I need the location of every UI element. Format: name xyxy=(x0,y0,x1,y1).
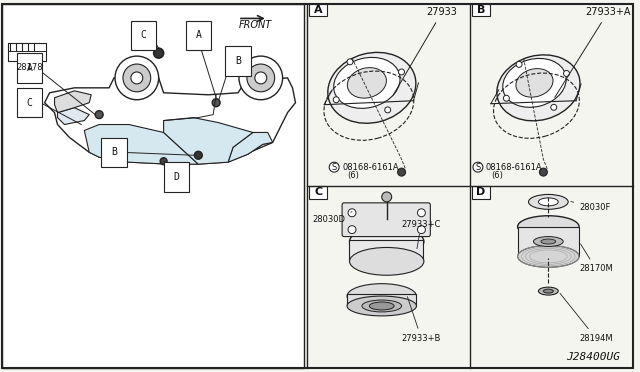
Text: 08168-6161A: 08168-6161A xyxy=(486,163,543,171)
Text: 27933+B: 27933+B xyxy=(401,297,441,343)
Circle shape xyxy=(348,209,356,217)
Ellipse shape xyxy=(497,55,580,121)
Polygon shape xyxy=(164,118,253,164)
Ellipse shape xyxy=(347,284,417,308)
Text: D: D xyxy=(173,172,179,182)
Circle shape xyxy=(417,226,426,234)
Ellipse shape xyxy=(516,68,553,97)
Circle shape xyxy=(212,99,220,107)
Text: 27933+C: 27933+C xyxy=(401,219,441,249)
Bar xyxy=(349,240,424,262)
Bar xyxy=(472,4,490,16)
Text: B: B xyxy=(235,56,241,66)
Bar xyxy=(518,227,579,256)
Circle shape xyxy=(348,226,356,234)
Ellipse shape xyxy=(518,216,579,238)
Circle shape xyxy=(195,151,202,159)
Text: A: A xyxy=(314,4,323,15)
Circle shape xyxy=(504,95,509,101)
Circle shape xyxy=(540,168,547,176)
Circle shape xyxy=(563,70,570,76)
Bar xyxy=(472,186,490,199)
Text: S: S xyxy=(476,163,481,171)
Text: (6): (6) xyxy=(491,171,502,180)
Ellipse shape xyxy=(348,68,387,98)
Circle shape xyxy=(551,104,557,110)
Circle shape xyxy=(115,56,159,100)
Ellipse shape xyxy=(503,58,566,108)
Ellipse shape xyxy=(369,302,394,310)
Ellipse shape xyxy=(362,300,401,312)
Circle shape xyxy=(347,59,353,65)
Ellipse shape xyxy=(333,57,400,108)
Text: D: D xyxy=(476,187,486,197)
Text: C: C xyxy=(27,98,33,108)
Circle shape xyxy=(417,209,426,217)
Ellipse shape xyxy=(541,239,556,244)
Text: 28194M: 28194M xyxy=(560,293,612,343)
Text: 28170M: 28170M xyxy=(579,244,613,273)
Bar xyxy=(8,43,45,61)
Ellipse shape xyxy=(529,195,568,209)
Circle shape xyxy=(381,192,392,202)
Ellipse shape xyxy=(538,287,558,295)
Polygon shape xyxy=(89,142,273,164)
Text: 28030F: 28030F xyxy=(571,202,611,212)
Text: S: S xyxy=(332,163,337,171)
Text: B: B xyxy=(477,4,485,15)
Polygon shape xyxy=(228,132,273,162)
Polygon shape xyxy=(84,125,198,164)
Circle shape xyxy=(255,72,267,84)
Text: 27933+A: 27933+A xyxy=(555,7,630,97)
Circle shape xyxy=(473,162,483,172)
Bar xyxy=(2,4,305,368)
Text: 28178: 28178 xyxy=(17,62,43,71)
Circle shape xyxy=(239,56,283,100)
Text: B: B xyxy=(111,147,117,157)
Text: 28030D: 28030D xyxy=(312,212,352,224)
Ellipse shape xyxy=(349,247,424,275)
Text: C: C xyxy=(314,187,323,197)
Circle shape xyxy=(399,69,404,75)
Circle shape xyxy=(160,158,167,165)
FancyBboxPatch shape xyxy=(342,203,430,237)
Circle shape xyxy=(516,61,522,67)
Circle shape xyxy=(123,64,150,92)
Circle shape xyxy=(131,72,143,84)
Ellipse shape xyxy=(538,198,558,206)
Circle shape xyxy=(385,107,390,113)
Ellipse shape xyxy=(349,227,424,256)
Ellipse shape xyxy=(543,289,554,293)
Circle shape xyxy=(154,48,164,58)
Polygon shape xyxy=(58,108,89,125)
Text: A: A xyxy=(27,63,33,73)
Circle shape xyxy=(247,64,275,92)
Ellipse shape xyxy=(534,237,563,247)
Text: FRONT: FRONT xyxy=(239,20,273,31)
Text: A: A xyxy=(195,30,201,40)
Ellipse shape xyxy=(518,246,579,267)
Circle shape xyxy=(95,110,103,119)
Bar xyxy=(347,294,417,306)
Ellipse shape xyxy=(347,296,417,316)
Circle shape xyxy=(333,97,339,103)
Text: J28400UG: J28400UG xyxy=(566,353,620,362)
Ellipse shape xyxy=(328,52,416,123)
Text: 08168-6161A: 08168-6161A xyxy=(342,163,399,171)
Polygon shape xyxy=(45,78,296,162)
Bar xyxy=(309,186,327,199)
Text: (6): (6) xyxy=(347,171,359,180)
Polygon shape xyxy=(54,91,92,113)
Bar xyxy=(309,4,327,16)
Circle shape xyxy=(329,162,339,172)
Text: 27933: 27933 xyxy=(393,7,457,95)
Circle shape xyxy=(397,168,406,176)
Text: C: C xyxy=(141,30,147,40)
